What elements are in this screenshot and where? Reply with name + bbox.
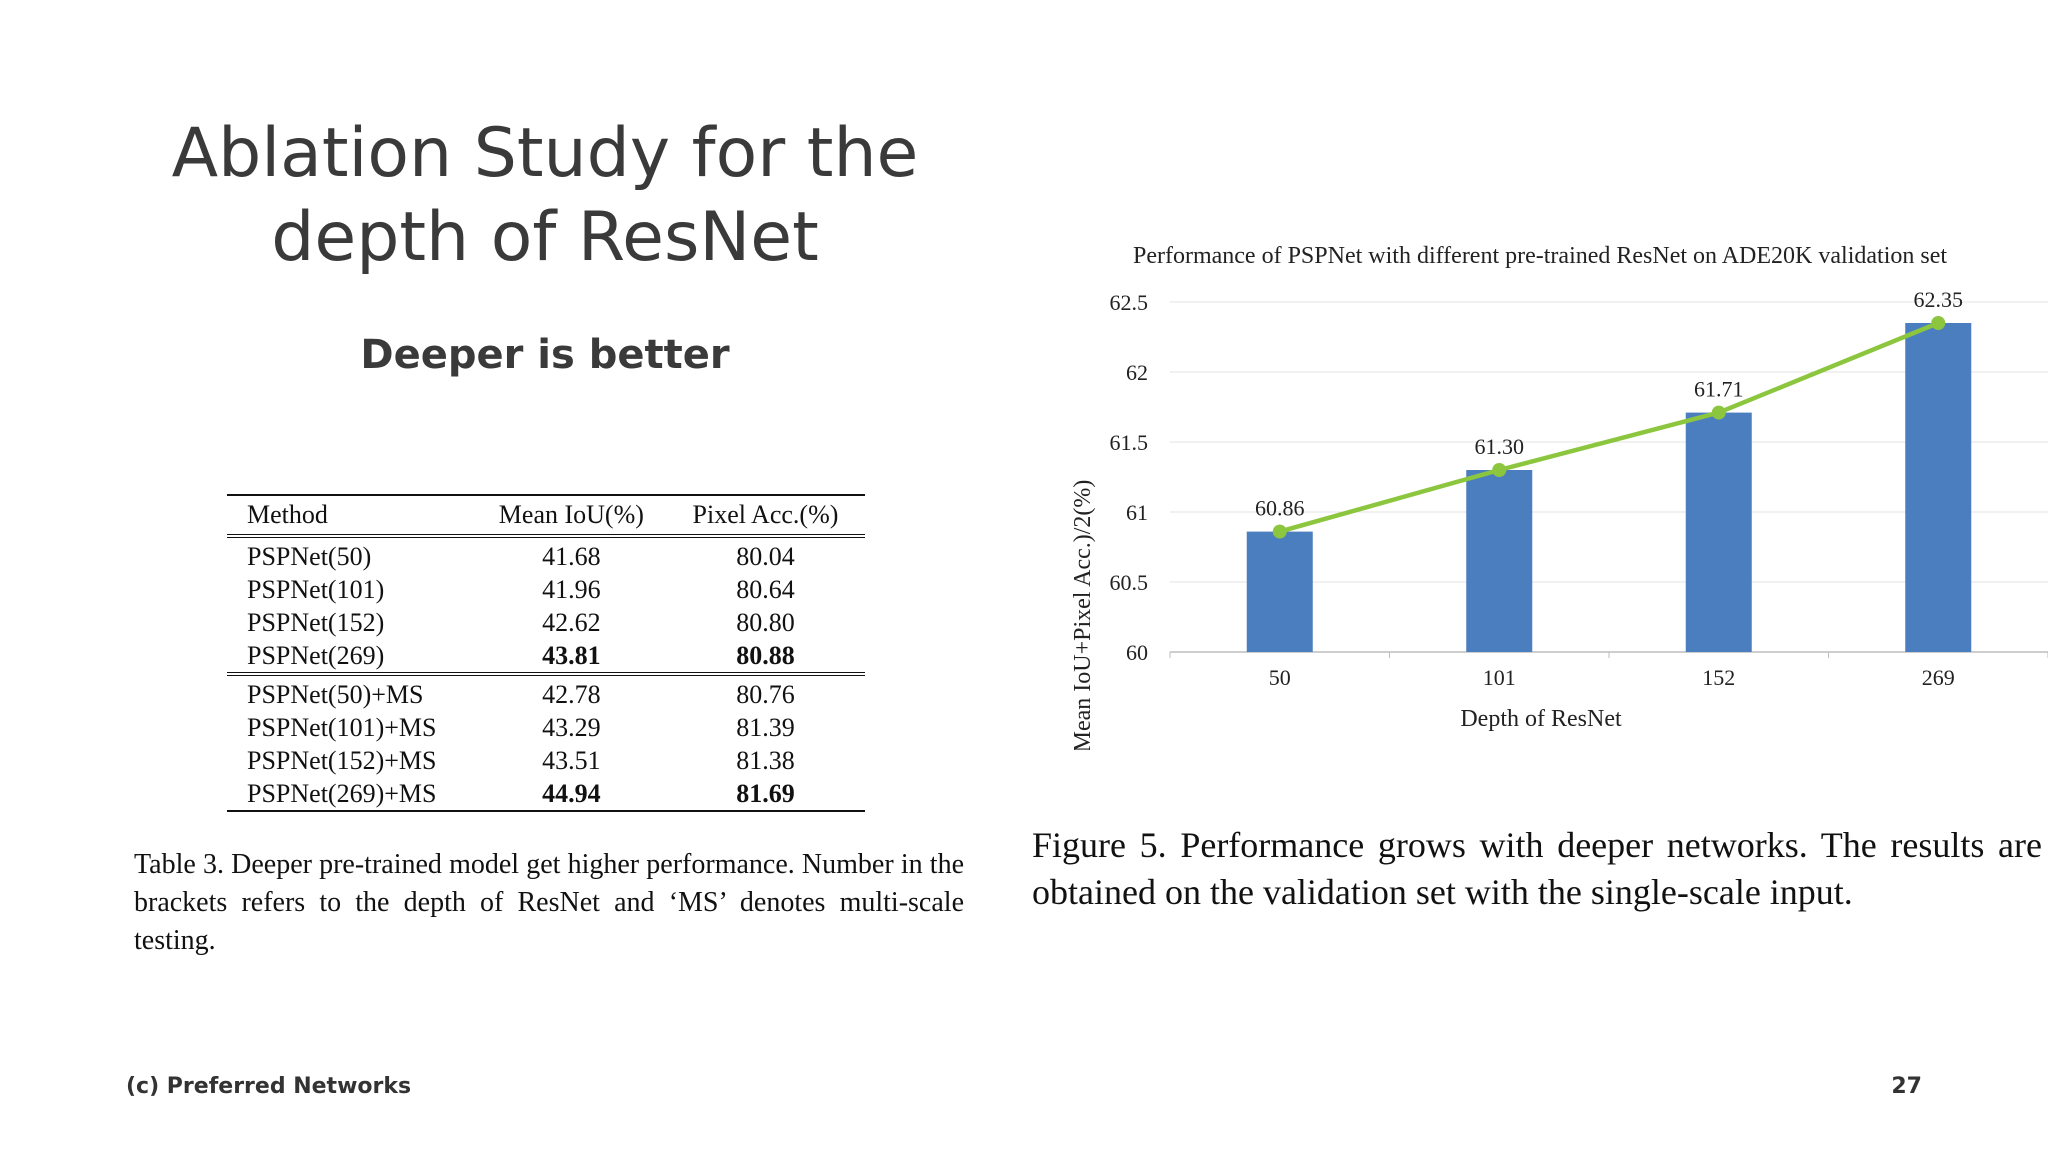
footer-copyright: (c) Preferred Networks <box>126 1074 412 1099</box>
chart-title: Performance of PSPNet with different pre… <box>1133 243 1947 269</box>
table-caption: Table 3. Deeper pre-trained model get hi… <box>134 849 964 956</box>
y-tick-label: 62.5 <box>1110 290 1149 315</box>
page-number: 27 <box>1891 1074 1922 1099</box>
cell-pixacc: 80.88 <box>736 641 795 670</box>
y-tick-label: 62 <box>1126 360 1148 385</box>
y-tick-label: 60 <box>1126 640 1148 665</box>
bar <box>1466 470 1533 652</box>
data-label: 61.30 <box>1475 434 1525 459</box>
grid-lines <box>1169 301 2048 658</box>
x-tick-label: 101 <box>1483 665 1516 690</box>
table-row: PSPNet(269) 43.81 80.88 <box>227 639 865 674</box>
data-label: 62.35 <box>1914 287 1964 312</box>
cell-miou: 44.94 <box>476 777 666 812</box>
trend-line <box>1272 316 1946 539</box>
slide-subtitle: Deeper is better <box>360 332 730 378</box>
header-method: Method <box>247 500 328 529</box>
cell-pixacc: 81.38 <box>736 746 795 775</box>
x-tick-label: 269 <box>1922 665 1955 690</box>
data-label: 60.86 <box>1255 496 1305 521</box>
y-axis-label: (Mean IoU+Pixel Acc.)/2(%) <box>1070 480 1096 750</box>
table-row: PSPNet(101) 41.96 80.64 <box>227 573 865 606</box>
header-miou: Mean IoU(%) <box>498 500 644 529</box>
cell-pixacc: 80.64 <box>736 575 795 604</box>
y-tick-label: 61 <box>1126 500 1148 525</box>
cell-miou: 41.96 <box>542 575 601 604</box>
performance-chart: Performance of PSPNet with different pre… <box>1070 243 2048 750</box>
data-labels: 60.86 61.30 61.71 62.35 <box>1255 287 1963 521</box>
cell-method: PSPNet(101)+MS <box>247 713 437 742</box>
x-tick-labels: 50 101 152 269 <box>1269 665 1955 690</box>
y-tick-label: 60.5 <box>1110 570 1149 595</box>
data-point <box>1492 463 1507 477</box>
cell-miou: 41.68 <box>476 534 666 573</box>
cell-method: PSPNet(269) <box>247 641 385 670</box>
x-axis-label: Depth of ResNet <box>1460 706 1622 732</box>
slide-title-line2: depth of ResNet <box>271 198 819 277</box>
table-row: PSPNet(152)+MS 43.51 81.38 <box>227 744 865 777</box>
x-tick-label: 50 <box>1269 665 1291 690</box>
data-point <box>1931 316 1946 330</box>
table-row: PSPNet(50) 41.68 80.04 <box>227 534 865 573</box>
bar <box>1246 531 1313 652</box>
slide-title-line1: Ablation Study for the <box>171 114 919 193</box>
cell-miou: 43.81 <box>542 641 601 670</box>
trend-polyline <box>1279 320 1940 534</box>
cell-method: PSPNet(152) <box>247 608 385 637</box>
figure-caption: Figure 5. Performance grows with deeper … <box>1032 825 2042 912</box>
cell-pixacc: 81.69 <box>665 777 865 812</box>
cell-pixacc: 80.80 <box>736 608 795 637</box>
results-table: Method Mean IoU(%) Pixel Acc.(%) PSPNet(… <box>227 494 865 812</box>
cell-pixacc: 81.39 <box>736 713 795 742</box>
cell-method: PSPNet(269)+MS <box>227 777 477 812</box>
cell-method: PSPNet(101) <box>247 575 385 604</box>
cell-pixacc: 80.04 <box>665 534 865 573</box>
table-row: PSPNet(152) 42.62 80.80 <box>227 606 865 639</box>
bar <box>1905 323 1972 652</box>
cell-miou: 43.51 <box>542 746 601 775</box>
cell-method: PSPNet(50)+MS <box>227 672 477 711</box>
table-header-row: Method Mean IoU(%) Pixel Acc.(%) <box>227 495 865 536</box>
bars <box>1246 323 1972 652</box>
cell-miou: 43.29 <box>542 713 601 742</box>
y-tick-label: 61.5 <box>1110 430 1149 455</box>
table-row: PSPNet(50)+MS 42.78 80.76 <box>227 672 865 711</box>
cell-miou: 42.62 <box>542 608 601 637</box>
cell-method: PSPNet(50) <box>227 534 477 573</box>
header-pixacc: Pixel Acc.(%) <box>692 500 839 529</box>
data-point <box>1272 524 1287 539</box>
cell-pixacc: 80.76 <box>665 672 865 711</box>
slide-title: Ablation Study for the depth of ResNet <box>120 112 970 280</box>
table-row: PSPNet(269)+MS 44.94 81.69 <box>227 777 865 812</box>
table-row: PSPNet(101)+MS 43.29 81.39 <box>227 711 865 744</box>
y-tick-labels: 60 60.5 61 61.5 62 62.5 <box>1110 290 1149 665</box>
cell-miou: 42.78 <box>476 672 666 711</box>
data-point <box>1711 405 1726 420</box>
data-label: 61.71 <box>1694 377 1744 402</box>
cell-method: PSPNet(152)+MS <box>247 746 437 775</box>
bar <box>1685 412 1752 652</box>
x-tick-label: 152 <box>1702 665 1735 690</box>
